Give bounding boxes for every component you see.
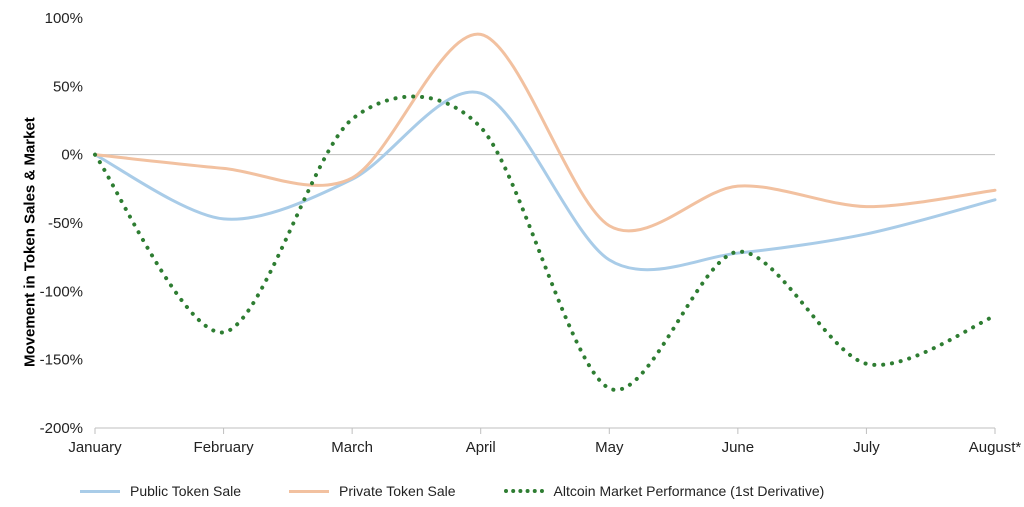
svg-text:-150%: -150% bbox=[40, 352, 83, 369]
legend-item-private: Private Token Sale bbox=[289, 483, 455, 499]
legend-label-public: Public Token Sale bbox=[130, 483, 241, 499]
legend-swatch-altcoin bbox=[504, 489, 544, 493]
chart-container: Movement in Token Sales & Market -200% -1… bbox=[0, 0, 1024, 507]
svg-text:July: July bbox=[853, 439, 880, 456]
svg-text:April: April bbox=[466, 439, 496, 456]
legend-label-altcoin: Altcoin Market Performance (1st Derivati… bbox=[554, 483, 825, 499]
legend-item-public: Public Token Sale bbox=[80, 483, 241, 499]
svg-text:March: March bbox=[331, 439, 373, 456]
svg-text:August*: August* bbox=[969, 439, 1022, 456]
svg-text:-50%: -50% bbox=[48, 215, 83, 232]
legend-swatch-private bbox=[289, 490, 329, 493]
svg-text:-100%: -100% bbox=[40, 283, 83, 300]
svg-text:June: June bbox=[722, 439, 755, 456]
legend-swatch-public bbox=[80, 490, 120, 493]
svg-text:50%: 50% bbox=[53, 78, 83, 95]
svg-text:May: May bbox=[595, 439, 624, 456]
legend-label-private: Private Token Sale bbox=[339, 483, 455, 499]
line-chart: -200% -150% -100% -50% 0% 50% 100% January Febru… bbox=[0, 0, 1024, 470]
legend: Public Token Sale Private Token Sale Alt… bbox=[80, 483, 1004, 499]
svg-text:-200%: -200% bbox=[40, 420, 83, 437]
svg-text:January: January bbox=[68, 439, 122, 456]
svg-text:February: February bbox=[194, 439, 255, 456]
svg-text:100%: 100% bbox=[45, 10, 83, 27]
y-axis-title: Movement in Token Sales & Market bbox=[21, 117, 38, 367]
svg-text:0%: 0% bbox=[61, 147, 83, 164]
legend-item-altcoin: Altcoin Market Performance (1st Derivati… bbox=[504, 483, 825, 499]
